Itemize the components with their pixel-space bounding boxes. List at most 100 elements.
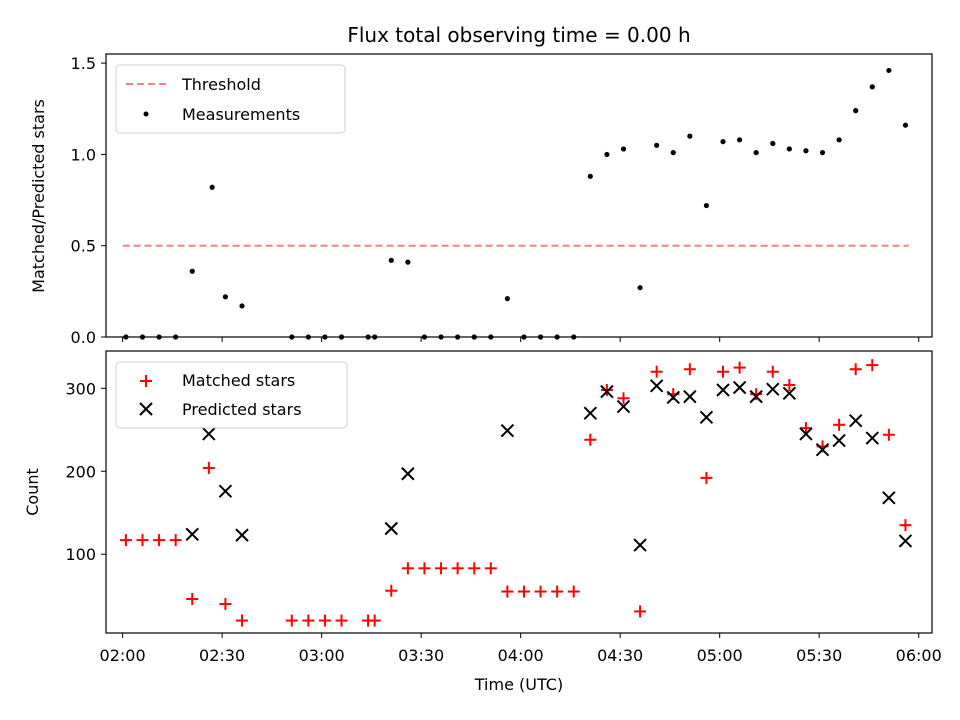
bottom-y-tick-label: 100 (65, 545, 96, 564)
matched-star-point (600, 383, 613, 396)
bottom-y-ticks: 100 200 300 (65, 379, 106, 564)
measurement-point (720, 139, 726, 145)
x-tick-label: 04:00 (498, 646, 544, 665)
predicted-star-point (583, 406, 598, 420)
matched-star-point (202, 461, 215, 474)
measurement-point (405, 259, 411, 265)
predicted-star-point (384, 521, 398, 536)
top-panel: 0.0 0.5 1.0 1.5 Matched/Predicted stars Thr… (29, 53, 933, 347)
predicted-star-point (649, 379, 664, 393)
matched-star-point (484, 562, 497, 575)
x-tick-label: 04:30 (597, 646, 643, 665)
measurement-point (736, 137, 743, 143)
matched-star-point (534, 585, 547, 598)
measurement-point (620, 146, 627, 152)
bottom-y-tick-label: 300 (65, 379, 96, 398)
top-y-ticks: 0.0 0.5 1.0 1.5 (71, 54, 106, 347)
matched-star-point (236, 614, 249, 627)
measurement-point (803, 148, 809, 154)
x-tick-label: 05:30 (796, 646, 842, 665)
top-y-tick-label: 1.5 (71, 54, 96, 73)
legend-predicted-label: Predicted stars (182, 400, 302, 419)
predicted-star-point (235, 528, 249, 542)
matched-star-point (750, 388, 763, 401)
matched-star-point (584, 433, 597, 446)
bottom-plot-area (119, 359, 913, 627)
predicted-star-point (732, 380, 747, 395)
matched-star-point (567, 585, 580, 598)
predicted-star-point (500, 423, 515, 438)
x-tick-label: 03:30 (398, 646, 444, 665)
measurement-point (687, 133, 693, 139)
predicted-star-point (898, 534, 913, 548)
bottom-legend: Matched stars Predicted stars (115, 361, 348, 429)
measurement-point (819, 149, 826, 156)
measurement-point (886, 67, 892, 74)
matched-star-point (650, 365, 663, 378)
matched-star-point (766, 365, 779, 378)
matched-star-point (136, 534, 149, 547)
top-y-tick-label: 1.0 (71, 145, 96, 164)
measurement-point (836, 137, 842, 143)
predicted-star-point (401, 467, 415, 481)
legend-predicted-swatch (139, 402, 153, 416)
matched-star-point (799, 422, 812, 435)
predicted-star-point (683, 389, 697, 404)
measurement-point (637, 285, 643, 291)
predicted-star-point (832, 433, 846, 448)
measurement-point (604, 151, 610, 158)
top-legend-box (115, 64, 346, 134)
top-y-tick-label: 0.0 (71, 328, 96, 347)
matched-star-point (551, 585, 564, 598)
x-tick-label: 05:00 (697, 646, 743, 665)
matched-star-point (899, 519, 912, 532)
measurement-point (869, 84, 875, 90)
top-y-tick-label: 0.5 (71, 237, 96, 256)
matched-star-point (717, 365, 730, 378)
predicted-star-point (848, 413, 863, 428)
matched-star-point (683, 363, 696, 376)
measurement-point (770, 140, 776, 147)
predicted-star-point (600, 384, 614, 399)
predicted-star-point (666, 390, 680, 405)
matched-star-point (435, 562, 448, 575)
measurement-point (587, 173, 593, 179)
top-legend: Threshold Measurements (115, 64, 346, 134)
measurement-point (753, 149, 759, 156)
matched-star-point (153, 534, 166, 547)
measurement-point (388, 257, 394, 263)
matched-star-point (169, 534, 182, 547)
matched-star-point (617, 392, 630, 405)
matched-star-point (385, 584, 398, 597)
matched-star-point (849, 363, 862, 376)
bottom-legend-box (115, 361, 348, 429)
measurement-point (902, 122, 909, 128)
predicted-star-point (699, 410, 714, 425)
measurement-point (786, 146, 792, 152)
top-y-axis-label: Matched/Predicted stars (29, 99, 48, 293)
measurement-point (209, 184, 215, 190)
matched-star-point (219, 597, 232, 610)
matched-star-point (451, 562, 464, 575)
top-axes-frame (105, 53, 933, 338)
x-tick-label: 02:00 (100, 646, 146, 665)
matched-star-point (783, 379, 796, 392)
predicted-star-point (616, 399, 631, 414)
x-tick-label: 06:00 (896, 646, 942, 665)
predicted-star-point (202, 427, 216, 441)
x-tick-label: 02:30 (199, 646, 245, 665)
matched-star-point (866, 359, 879, 372)
predicted-star-point (218, 484, 233, 498)
matched-star-point (418, 562, 431, 575)
predicted-star-point (185, 527, 199, 542)
x-tick-label: 03:00 (299, 646, 345, 665)
predicted-star-point (865, 431, 879, 445)
matched-star-point (733, 361, 746, 374)
measurement-point (670, 149, 676, 156)
top-x-ticks (122, 337, 920, 342)
predicted-star-point (782, 386, 797, 401)
matched-star-point (401, 562, 414, 575)
chart-title: Flux total observing time = 0.00 h (347, 23, 690, 47)
matched-star-point (318, 614, 331, 627)
matched-star-point (833, 418, 846, 431)
